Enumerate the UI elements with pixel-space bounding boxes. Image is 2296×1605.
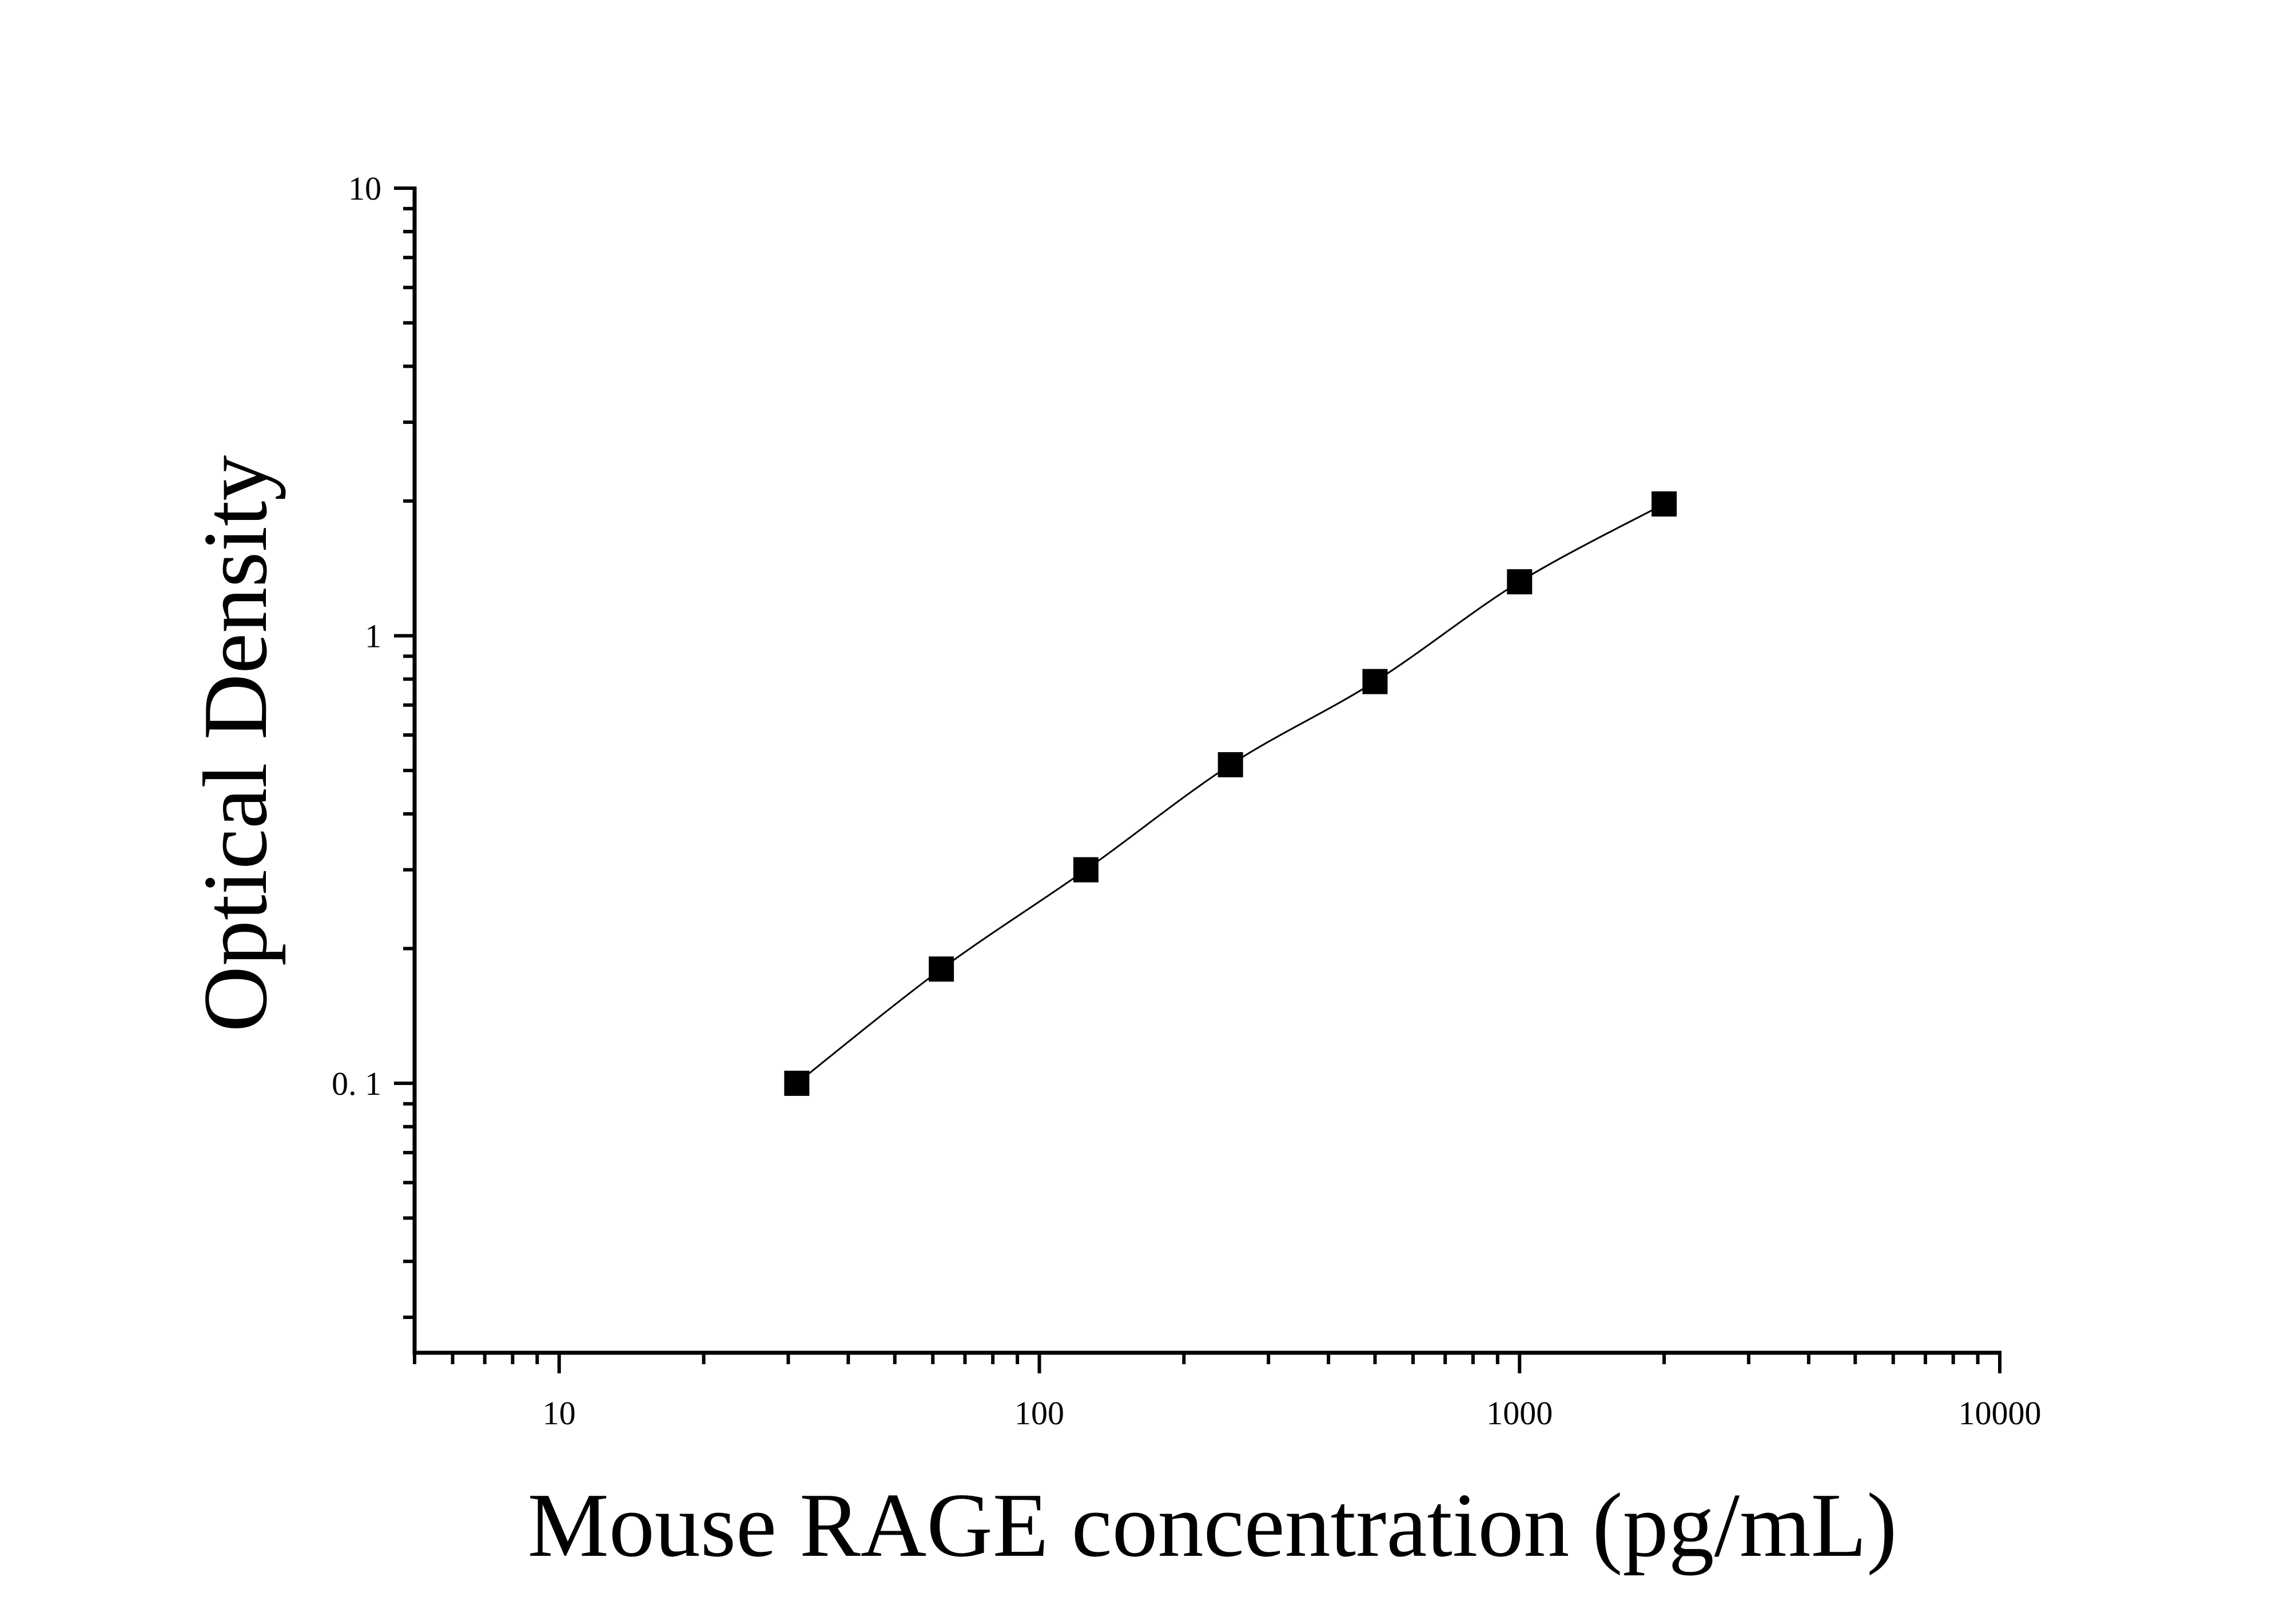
data-point (1217, 752, 1243, 777)
tick-labels: 10 100 1000 10000 0. 1 1 10 (332, 170, 2042, 1432)
x-tick-label: 100 (1014, 1395, 1064, 1432)
axes (394, 186, 2001, 1373)
data-point (929, 956, 954, 982)
data-point (784, 1070, 810, 1096)
fit-curve (796, 503, 1665, 1084)
x-tick-label: 1000 (1486, 1395, 1553, 1432)
data-points (784, 491, 1677, 1096)
x-tick-label: 10000 (1959, 1395, 2042, 1432)
x-axis-title: Mouse RAGE concentration (pg/mL) (528, 1474, 1897, 1576)
y-tick-label: 1 (365, 617, 381, 654)
y-axis-title: Optical Density (184, 455, 286, 1032)
data-point (1652, 491, 1677, 517)
y-tick-label: 0. 1 (332, 1065, 381, 1102)
x-tick-label: 10 (543, 1395, 576, 1432)
data-point (1073, 857, 1099, 883)
y-tick-label: 10 (348, 170, 381, 207)
fit-curve-group (796, 503, 1665, 1084)
data-point (1507, 569, 1533, 595)
data-point (1362, 669, 1388, 694)
